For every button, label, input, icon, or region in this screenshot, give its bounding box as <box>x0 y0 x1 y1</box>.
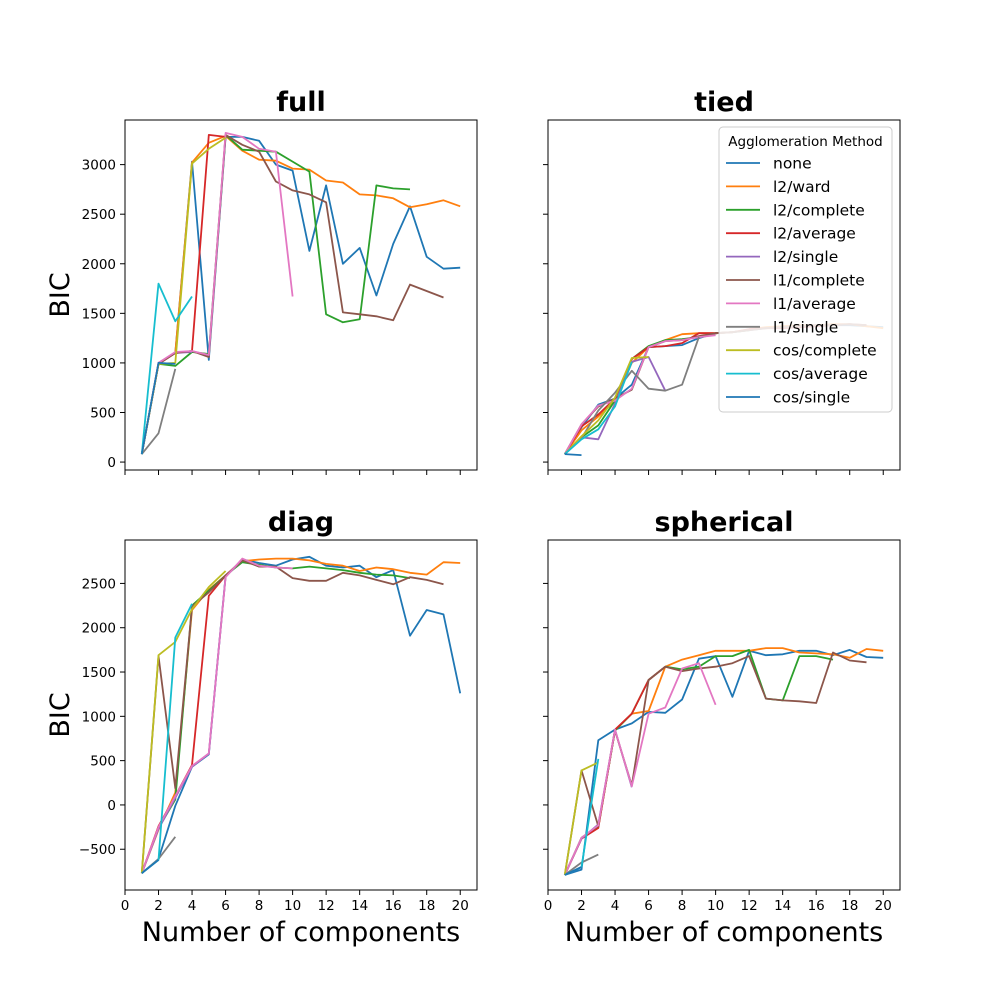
legend-label-l2-ward: l2/ward <box>773 178 831 196</box>
axes-frame <box>124 539 478 891</box>
x-tick-label: 12 <box>318 898 335 914</box>
x-tick-label: 6 <box>221 898 230 914</box>
y-axis-label: BIC <box>45 272 76 317</box>
legend-label-none: none <box>773 155 812 173</box>
panel-spherical: 0 2 4 6 8 10 12 14 16 18 20 spherical Number of comp… <box>543 507 901 948</box>
x-tick-label: 10 <box>284 898 301 914</box>
y-tick-label: 500 <box>90 754 116 770</box>
series-line-cos-single <box>140 361 176 455</box>
y-tick-label: 0 <box>107 798 116 814</box>
series-group <box>140 555 462 874</box>
series-line-l2-complete <box>140 133 411 455</box>
series-line-cos-complete <box>563 761 599 876</box>
panel-full: 0 500 1000 1500 2000 2500 3000 full BIC <box>45 87 478 475</box>
y-tick-label: 2000 <box>82 621 116 637</box>
series-line-cos-complete <box>140 570 227 874</box>
series-line-cos-single <box>564 866 582 876</box>
x-tick-label: 14 <box>351 898 368 914</box>
legend: Agglomeration Method none l2/ward l2/comple… <box>718 126 893 413</box>
y-tick-label: 3000 <box>82 158 116 174</box>
legend-box <box>718 126 893 413</box>
x-tick-label: 16 <box>808 898 825 914</box>
legend-label-l1-complete: l1/complete <box>773 272 865 290</box>
x-tick-label: 2 <box>577 898 586 914</box>
series-line-l1-average <box>140 557 293 874</box>
axes-frame <box>124 119 478 471</box>
series-line-l1-single <box>564 336 700 455</box>
x-tick-label: 0 <box>544 898 553 914</box>
x-tick-label: 8 <box>678 898 687 914</box>
x-tick-label: 14 <box>774 898 791 914</box>
axes-frame <box>547 539 901 891</box>
series-line-l2-ward <box>140 557 461 874</box>
x-tick-label: 6 <box>644 898 653 914</box>
y-tick-label: 500 <box>90 405 116 421</box>
y-tick-label: 1000 <box>82 709 116 725</box>
y-tick-label: 1500 <box>82 306 116 322</box>
y-tick-label: 2500 <box>82 576 116 592</box>
legend-label-cos-single: cos/single <box>773 389 850 407</box>
y-tick-label: 0 <box>107 455 116 471</box>
x-tick-label: 18 <box>418 898 435 914</box>
series-line-l2-ward <box>140 134 461 455</box>
x-tick-label: 10 <box>707 898 724 914</box>
series-line-l1-single <box>141 368 177 455</box>
x-tick-label: 2 <box>154 898 163 914</box>
series-line-l1-average <box>563 662 717 876</box>
series-line-none <box>141 555 462 874</box>
series-group <box>140 131 461 455</box>
series-line-cos-single <box>564 453 582 456</box>
panel-title: tied <box>694 87 754 118</box>
legend-label-cos-average: cos/average <box>773 365 868 383</box>
y-tick-label: 2000 <box>82 257 116 273</box>
x-tick-label: 12 <box>741 898 758 914</box>
legend-label-l1-average: l1/average <box>773 295 856 313</box>
panel-title: spherical <box>655 507 794 538</box>
series-line-l2-complete <box>563 649 834 876</box>
legend-label-l1-single: l1/single <box>773 318 838 336</box>
series-line-cos-average <box>140 282 193 455</box>
y-tick-label: 1000 <box>82 356 116 372</box>
panel-title: full <box>276 87 325 118</box>
x-axis-label: Number of components <box>142 917 460 948</box>
x-tick-label: 20 <box>875 898 892 914</box>
y-tick-label: −500 <box>79 842 116 858</box>
x-tick-label: 8 <box>255 898 264 914</box>
series-line-l1-average <box>564 334 716 455</box>
series-line-cos-single <box>141 859 160 874</box>
x-tick-label: 4 <box>188 898 197 914</box>
legend-label-l2-complete: l2/complete <box>773 201 865 219</box>
legend-label-l2-single: l2/single <box>773 248 838 266</box>
x-tick-label: 4 <box>611 898 620 914</box>
y-axis-label: BIC <box>45 692 76 737</box>
series-line-cos-complete <box>564 356 649 455</box>
series-line-l1-complete <box>563 651 867 876</box>
series-line-none <box>564 649 884 876</box>
series-group <box>563 647 884 876</box>
legend-label-l2-average: l2/average <box>773 225 856 243</box>
series-line-none <box>140 135 461 455</box>
panel-title: diag <box>268 507 334 538</box>
series-line-cos-average <box>564 361 633 455</box>
series-line-l2-ward <box>563 647 884 876</box>
x-tick-label: 16 <box>385 898 402 914</box>
y-tick-label: 1500 <box>82 665 116 681</box>
x-tick-label: 20 <box>452 898 469 914</box>
series-line-l1-complete <box>140 559 444 874</box>
x-axis-label: Number of components <box>565 917 883 948</box>
series-line-l1-average <box>140 131 294 455</box>
x-tick-label: 18 <box>841 898 858 914</box>
legend-label-cos-complete: cos/complete <box>773 342 877 360</box>
axes-frame <box>547 119 901 471</box>
x-tick-label: 0 <box>121 898 130 914</box>
y-tick-label: 2500 <box>82 207 116 223</box>
panel-diag: 0 2 4 6 8 10 12 14 16 18 20 −500 0 500 1000 1500 2000 250… <box>45 507 478 948</box>
legend-title: Agglomeration Method <box>728 134 882 150</box>
